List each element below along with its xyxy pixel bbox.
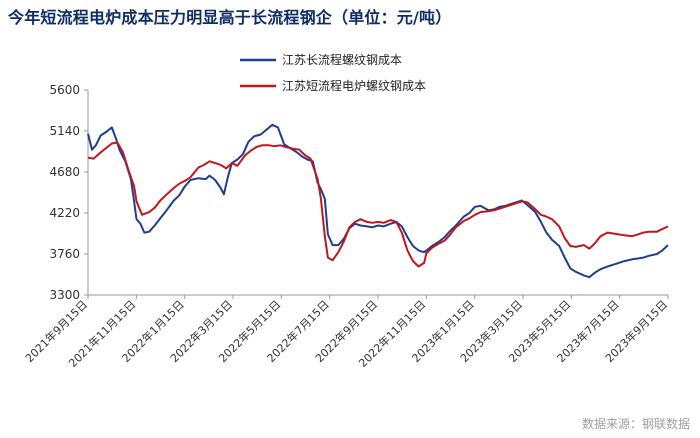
source-note: 数据来源：钢联数据 [581,417,690,431]
legend-label: 江苏长流程螺纹钢成本 [282,52,402,67]
y-tick-label: 4680 [49,165,80,179]
series-line-long-process [87,123,669,279]
y-tick-label: 3760 [49,247,80,261]
legend-label: 江苏短流程电炉螺纹钢成本 [282,78,426,93]
series-line-short-process [87,141,669,268]
y-tick-label: 3300 [49,288,80,302]
y-tick-label: 5140 [49,124,80,138]
y-tick-label: 5600 [49,83,80,97]
chart-title: 今年短流程电炉成本压力明显高于长流程钢企（单位：元/吨） [8,8,452,27]
y-tick-label: 4220 [49,206,80,220]
